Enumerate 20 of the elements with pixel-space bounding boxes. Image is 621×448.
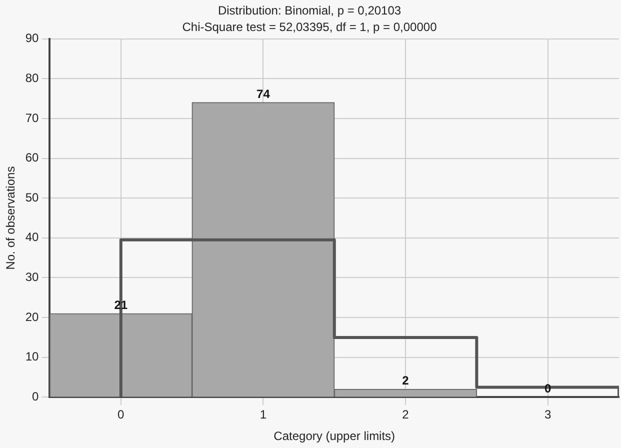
y-tick-label: 70 bbox=[25, 110, 40, 125]
y-tick-label: 50 bbox=[25, 190, 40, 204]
y-tick-label: 40 bbox=[25, 230, 40, 244]
y-tick-label: 60 bbox=[25, 150, 40, 165]
y-tick-label: 90 bbox=[25, 31, 40, 46]
x-axis-title: Category (upper limits) bbox=[274, 429, 396, 444]
x-tick-label: 2 bbox=[402, 408, 410, 422]
y-tick-label: 10 bbox=[25, 350, 40, 364]
y-tick-label: 30 bbox=[25, 270, 40, 284]
data-label: 74 bbox=[256, 86, 270, 101]
chart-subtitle: Chi-Square test = 52,03395, df = 1, p = 0,00000 bbox=[182, 20, 438, 34]
chart-title: Distribution: Binomial, p = 0,20103 bbox=[218, 4, 402, 18]
x-tick-label: 0 bbox=[118, 408, 125, 422]
x-tick-label: 3 bbox=[544, 408, 552, 422]
y-tick-label: 80 bbox=[25, 70, 40, 85]
y-axis-title: No. of observations bbox=[4, 166, 18, 270]
data-label: 2 bbox=[402, 374, 410, 388]
y-tick-label: 0 bbox=[32, 390, 40, 404]
x-tick-label: 1 bbox=[260, 408, 267, 422]
y-tick-label: 20 bbox=[25, 310, 40, 324]
